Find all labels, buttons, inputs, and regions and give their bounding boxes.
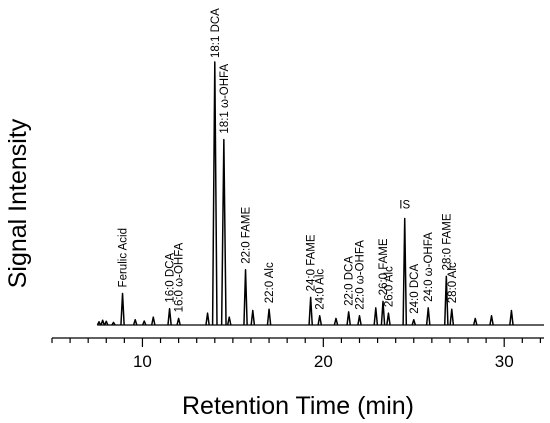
chromatogram-peak (211, 61, 218, 326)
x-axis-ticks: 10 20 30 (51, 338, 541, 371)
peak-label: 24:0 DCA (409, 264, 421, 314)
peak-label: 16:0 ω-OHFA (174, 242, 186, 312)
peak-label: IS (399, 199, 410, 211)
x-axis-title: Retention Time (min) (182, 392, 414, 420)
peak-label: 22:0 DCA (344, 256, 356, 306)
chromatogram-peak (402, 217, 408, 326)
peak-label: 24:0 ω-OHFA (423, 232, 435, 302)
chromatogram-peak (411, 318, 417, 326)
chromatogram-peak (308, 296, 314, 326)
chromatogram-peak (333, 317, 339, 326)
chromatogram-peak (96, 321, 102, 326)
chromatogram-peak (167, 307, 172, 326)
chromatogram-peak (100, 319, 105, 326)
chromatogram-peak (141, 320, 147, 326)
chromatogram-peak (425, 307, 431, 326)
chromatogram-peak (220, 138, 227, 326)
peak-label: 22:0 ω-OHFA (355, 240, 367, 310)
peak-label: Ferulic Acid (118, 228, 130, 287)
chromatogram-peak (103, 320, 109, 326)
chromatogram-peak (132, 318, 138, 326)
x-tick-label: 20 (314, 352, 333, 371)
chromatogram-peak (150, 316, 156, 326)
chromatogram-peak (317, 315, 323, 326)
chromatogram-peak (357, 315, 362, 326)
peak-label: 28:0 FAME (441, 213, 453, 270)
chromatogram-peak (205, 312, 210, 326)
peak-label: 18:1 DCA (210, 8, 222, 58)
chromatogram-peak (243, 269, 248, 326)
peak-label: 26:0 Alc (383, 266, 395, 307)
chromatogram-peak (346, 311, 351, 326)
chromatogram-peak (266, 308, 272, 326)
chromatogram-peak (386, 312, 391, 326)
peak-label: 26:0 FAME (378, 238, 390, 295)
y-axis-title: Signal Intensity (4, 118, 32, 288)
peak-label: 16:0 DCA (165, 253, 177, 303)
chromatogram-peak (226, 316, 232, 326)
chromatogram-peak (111, 321, 116, 326)
chromatogram-peak (509, 309, 514, 326)
x-tick-label: 10 (133, 352, 152, 371)
chromatogram-peak (176, 317, 181, 326)
peak-label: 28:0 Alc (447, 262, 459, 303)
chromatogram-peak (443, 275, 449, 326)
chromatogram-peak (449, 308, 455, 326)
chromatogram-peak (380, 300, 386, 326)
chromatogram-peak (472, 317, 478, 326)
peak-label: 22:0 Alc (264, 262, 276, 303)
chromatogram-peak (489, 315, 494, 326)
chromatogram-peak (373, 307, 379, 326)
chromatogram-peak (120, 292, 125, 326)
chromatogram-peak (250, 309, 256, 326)
peak-label: 22:0 FAME (241, 207, 253, 264)
x-tick-label: 30 (495, 352, 514, 371)
peak-label: 24:0 FAME (306, 234, 318, 291)
peak-label: 24:0 Alc (315, 269, 327, 310)
peak-label: 18:1 ω-OHFA (219, 64, 231, 134)
chromatogram-trace-layer (96, 61, 544, 326)
